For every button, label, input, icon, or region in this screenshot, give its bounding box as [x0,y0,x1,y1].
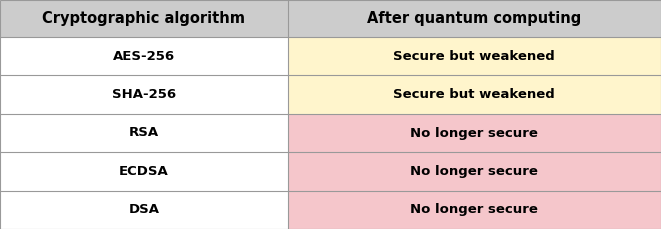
Text: Secure but weakened: Secure but weakened [393,88,555,101]
Bar [288,37,661,75]
Text: DSA: DSA [128,203,159,216]
Text: No longer secure: No longer secure [410,203,538,216]
Text: After quantum computing: After quantum computing [367,11,582,26]
Text: No longer secure: No longer secure [410,165,538,178]
Text: RSA: RSA [129,126,159,139]
Bar [288,114,661,152]
Bar [0,191,288,229]
Text: ECDSA: ECDSA [119,165,169,178]
Bar [0,114,288,152]
Text: Secure but weakened: Secure but weakened [393,50,555,63]
Text: AES-256: AES-256 [113,50,175,63]
Text: SHA-256: SHA-256 [112,88,176,101]
Text: Cryptographic algorithm: Cryptographic algorithm [42,11,245,26]
Bar [288,75,661,114]
Bar [0,37,288,75]
Text: No longer secure: No longer secure [410,126,538,139]
Bar [288,152,661,191]
Bar [0,0,288,37]
Bar [0,152,288,191]
Bar [0,75,288,114]
Bar [288,0,661,37]
Bar [288,191,661,229]
